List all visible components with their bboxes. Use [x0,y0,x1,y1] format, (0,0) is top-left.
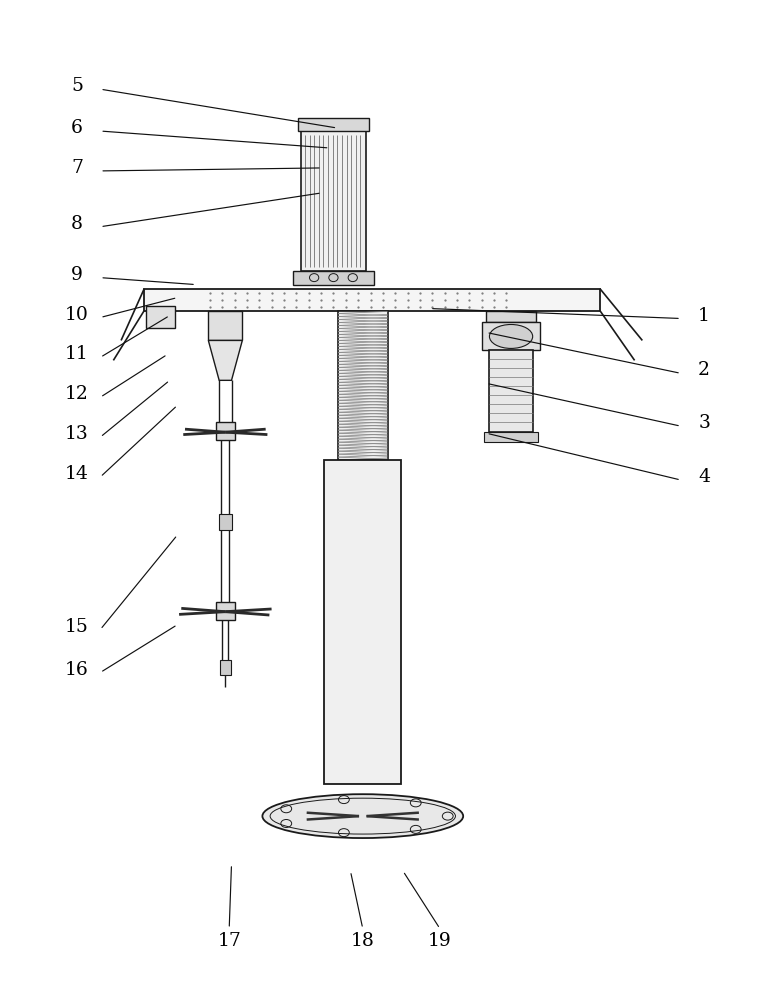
Bar [293,271,374,285]
Bar [216,422,235,440]
Polygon shape [208,340,243,380]
Bar [219,514,232,530]
Text: 15: 15 [65,618,89,636]
Bar [487,311,536,322]
Bar [489,350,533,432]
Ellipse shape [263,794,463,838]
Text: 17: 17 [217,932,241,950]
Text: 2: 2 [698,361,710,379]
Text: 6: 6 [71,119,83,137]
Text: 16: 16 [65,661,89,679]
Bar [146,306,175,328]
Text: 18: 18 [351,932,375,950]
Text: 11: 11 [65,345,89,363]
Text: 10: 10 [65,306,89,324]
Bar [208,311,243,340]
Bar [338,311,388,460]
Text: 9: 9 [71,266,83,284]
Text: 13: 13 [65,425,89,443]
Text: 1: 1 [698,307,710,325]
Text: 4: 4 [698,468,710,486]
Ellipse shape [490,324,532,348]
Bar [216,602,235,620]
Bar [324,460,401,784]
Bar [301,131,366,271]
Text: 19: 19 [428,932,452,950]
Text: 8: 8 [71,215,83,233]
Text: 12: 12 [65,385,89,403]
Text: 14: 14 [65,465,89,483]
Bar [482,322,540,350]
Bar [220,660,231,675]
Text: 7: 7 [71,159,83,177]
Bar [484,432,538,442]
Text: 3: 3 [698,414,710,432]
Bar [144,289,600,311]
Text: 5: 5 [71,77,83,95]
Bar [298,118,369,131]
